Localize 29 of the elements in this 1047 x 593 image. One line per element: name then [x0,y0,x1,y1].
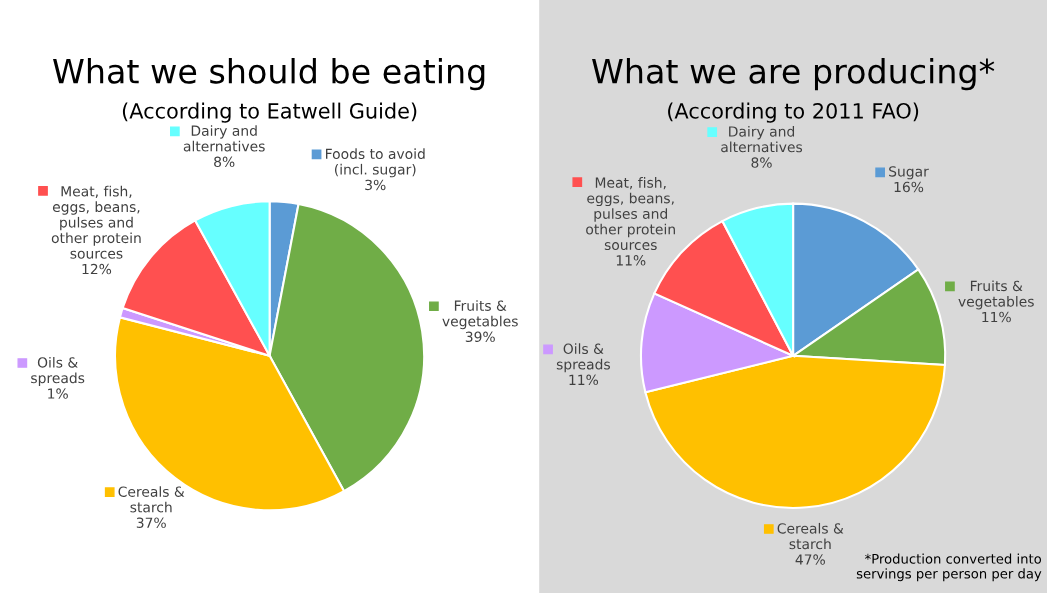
data-label: 16% [894,181,924,193]
legend-label: Meat, fish, eggs, beans, pulses and other protein sources [51,185,141,259]
data-label: 37% [136,517,166,528]
data-label: 12% [82,263,112,275]
legend-label: Cereals & starch [118,486,185,513]
data-label: 8% [214,156,235,168]
data-label: 11% [569,374,599,386]
data-label: 39% [465,331,495,343]
chart-title: What we should be eating [53,57,485,91]
data-label: 8% [751,157,772,168]
legend-label: Fruits & vegetables [442,300,518,330]
text: *Production converted into servings per person per day [856,553,1042,582]
chart-subtitle: (According to Eatwell Guide) [122,102,417,123]
data-label: 11% [982,311,1011,323]
legend-label: Dairy and alternatives [721,125,803,153]
chart-title: What we are producing* [592,57,995,91]
legend-label: Cereals & starch [777,522,844,550]
legend-label: Oils & spreads [556,343,610,373]
legend-label: Meat, fish, eggs, beans, pulses and other protein sources [586,177,675,251]
legend-label: Dairy and alternatives [183,125,265,152]
chart-subtitle: (According to 2011 FAO) [668,102,919,123]
legend-label: Fruits & vegetables [958,280,1034,310]
data-label: 1% [48,388,68,399]
legend-label: Oils & spreads [31,356,85,386]
legend-label: Foods to avoid (incl. sugar) [326,148,425,178]
data-label: 47% [795,554,825,565]
data-label: 11% [616,255,646,266]
legend-label: Sugar [889,166,929,180]
data-label: 3% [365,179,386,191]
